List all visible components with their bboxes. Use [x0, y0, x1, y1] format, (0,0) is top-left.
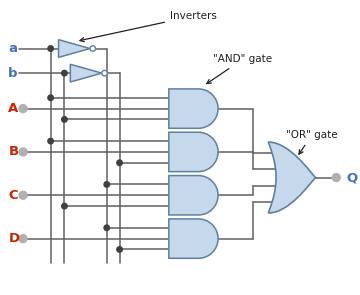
Text: B: B: [8, 145, 18, 158]
PathPatch shape: [59, 40, 90, 58]
Circle shape: [19, 148, 27, 156]
PathPatch shape: [169, 132, 218, 172]
Text: C: C: [8, 189, 18, 202]
Text: a: a: [8, 42, 17, 55]
Circle shape: [19, 105, 27, 112]
PathPatch shape: [169, 176, 218, 215]
PathPatch shape: [268, 142, 316, 213]
Circle shape: [62, 203, 67, 209]
Circle shape: [102, 71, 107, 76]
Text: "AND" gate: "AND" gate: [207, 54, 272, 83]
Circle shape: [19, 191, 27, 199]
Circle shape: [117, 247, 122, 252]
Circle shape: [48, 46, 53, 51]
Circle shape: [48, 138, 53, 144]
Text: D: D: [8, 232, 19, 245]
PathPatch shape: [70, 64, 102, 82]
PathPatch shape: [169, 219, 218, 258]
Circle shape: [48, 95, 53, 101]
Circle shape: [19, 235, 27, 242]
Text: Q: Q: [346, 171, 357, 184]
Text: A: A: [8, 102, 18, 115]
Circle shape: [117, 160, 122, 165]
Circle shape: [62, 71, 67, 76]
Text: Inverters: Inverters: [80, 11, 217, 42]
Text: b: b: [8, 67, 18, 80]
Circle shape: [332, 173, 340, 181]
Circle shape: [90, 46, 95, 51]
Text: "OR" gate: "OR" gate: [286, 130, 337, 154]
Circle shape: [104, 182, 109, 187]
Circle shape: [104, 225, 109, 230]
PathPatch shape: [169, 89, 218, 128]
Circle shape: [62, 117, 67, 122]
